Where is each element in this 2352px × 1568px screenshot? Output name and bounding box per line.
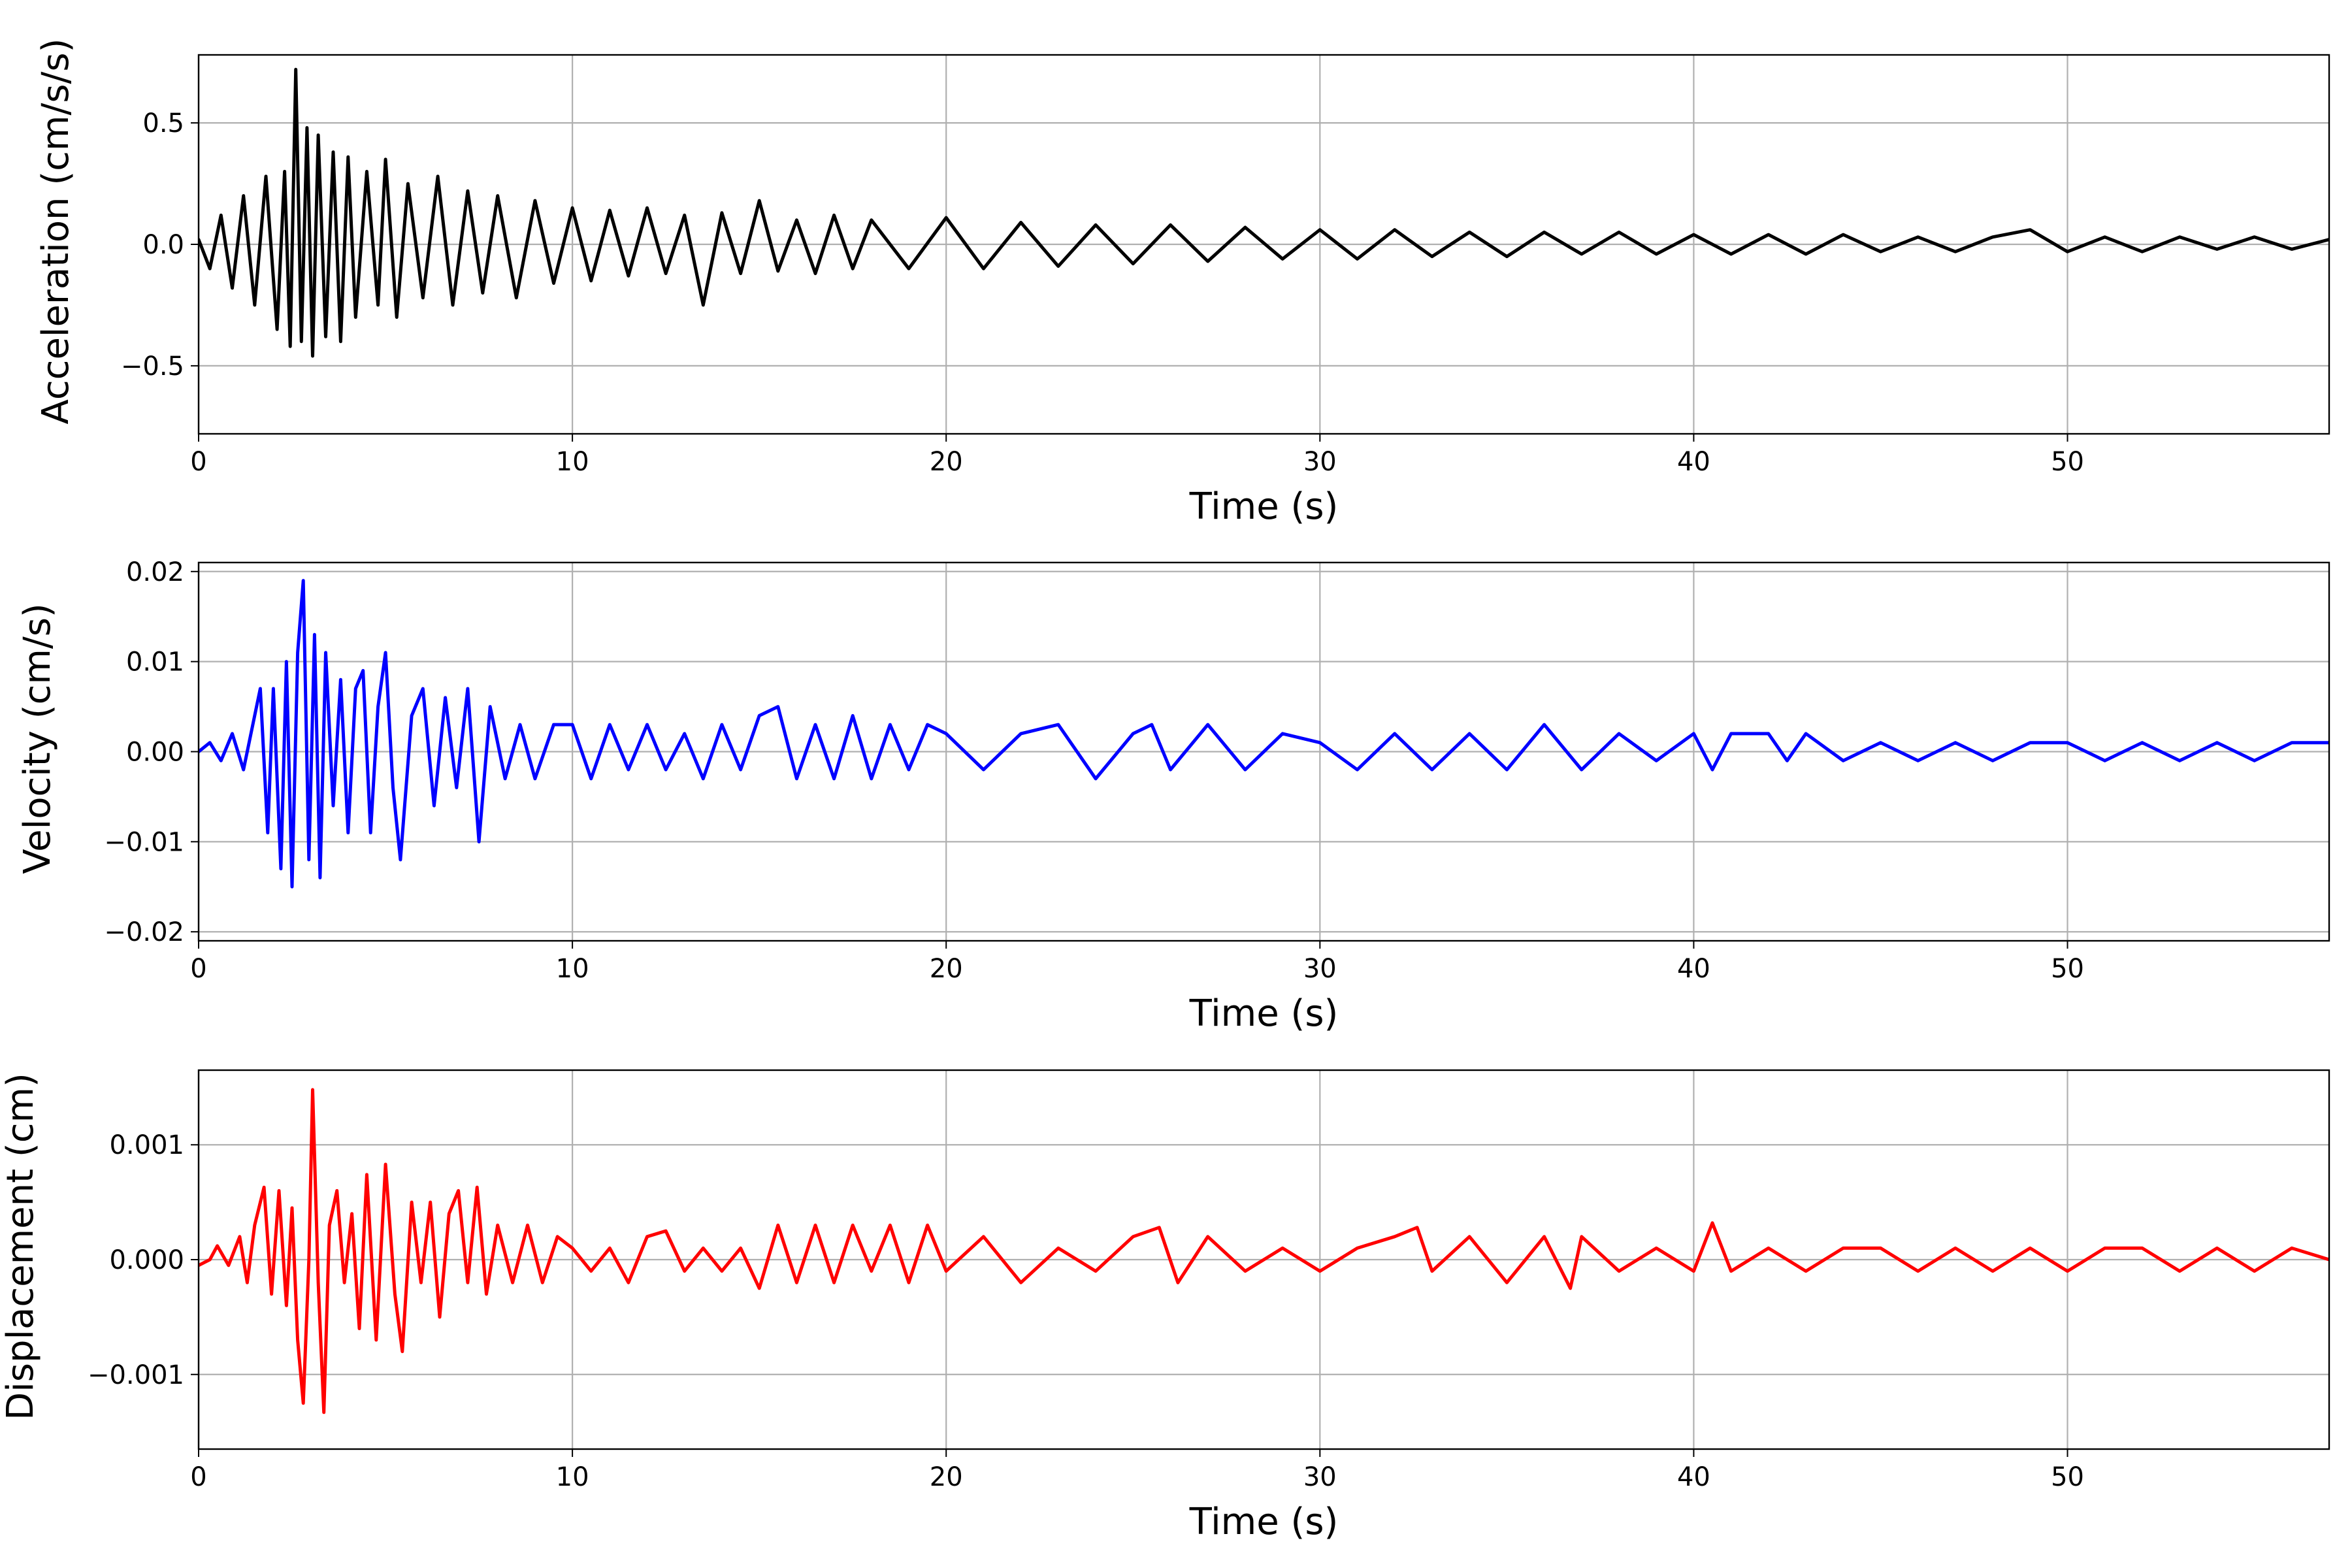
velocity-series-line (199, 579, 2329, 889)
acceleration-x-tick-label: 0 (190, 447, 206, 477)
velocity-x-axis-label: Time (s) (1189, 992, 1339, 1035)
displacement-x-tick-label: 30 (1303, 1462, 1337, 1492)
displacement-y-tick-label: 0.000 (109, 1245, 184, 1275)
acceleration-x-tick-label: 50 (2051, 447, 2084, 477)
velocity-y-tick-label: 0.02 (126, 557, 184, 587)
velocity-y-axis-label: Velocity (cm/s) (16, 603, 59, 874)
displacement-x-axis-label: Time (s) (1189, 1501, 1339, 1543)
displacement-x-tick-label: 10 (556, 1462, 589, 1492)
displacement-y-tick-label: 0.001 (109, 1130, 184, 1160)
velocity-x-tick-label: 50 (2051, 954, 2084, 984)
acceleration-panel: 0 10 20 30 40 50 −0.5 0.0 0.5 Time (s) Accelerat… (35, 39, 2330, 528)
velocity-x-tick-label: 40 (1677, 954, 1710, 984)
displacement-x-tick-label: 50 (2051, 1462, 2084, 1492)
velocity-x-tick-label: 30 (1303, 954, 1337, 984)
displacement-series-line (199, 1088, 2329, 1414)
velocity-panel: 0 10 20 30 40 50 −0.02 −0.01 0.00 0.01 0.02 Time (… (16, 557, 2330, 1035)
acceleration-y-tick-label: 0.5 (142, 108, 184, 139)
acceleration-y-axis-label: Acceleration (cm/s/s) (35, 39, 77, 425)
displacement-x-tick-label: 20 (930, 1462, 963, 1492)
acceleration-x-tick-label: 20 (930, 447, 963, 477)
acceleration-series-line (199, 67, 2329, 358)
displacement-y-tick-label: −0.001 (88, 1360, 184, 1390)
acceleration-x-tick-label: 30 (1303, 447, 1337, 477)
velocity-y-tick-label: −0.02 (104, 917, 184, 947)
acceleration-y-tick-label: −0.5 (121, 351, 184, 382)
velocity-y-tick-label: 0.00 (126, 738, 184, 768)
acceleration-x-axis-label: Time (s) (1189, 485, 1339, 528)
acceleration-y-tick-label: 0.0 (142, 230, 184, 260)
velocity-x-tick-label: 20 (930, 954, 963, 984)
velocity-y-tick-label: −0.01 (104, 827, 184, 857)
velocity-x-tick-label: 10 (556, 954, 589, 984)
displacement-y-axis-label: Displacement (cm) (0, 1073, 42, 1420)
velocity-y-tick-label: 0.01 (126, 647, 184, 678)
velocity-x-tick-label: 0 (190, 954, 206, 984)
displacement-x-tick-label: 40 (1677, 1462, 1710, 1492)
acceleration-x-tick-label: 10 (556, 447, 589, 477)
displacement-x-tick-label: 0 (190, 1462, 206, 1492)
acceleration-x-tick-label: 40 (1677, 447, 1710, 477)
displacement-panel: 0 10 20 30 40 50 −0.001 0.000 0.001 Time (s) Dis… (0, 1069, 2330, 1543)
